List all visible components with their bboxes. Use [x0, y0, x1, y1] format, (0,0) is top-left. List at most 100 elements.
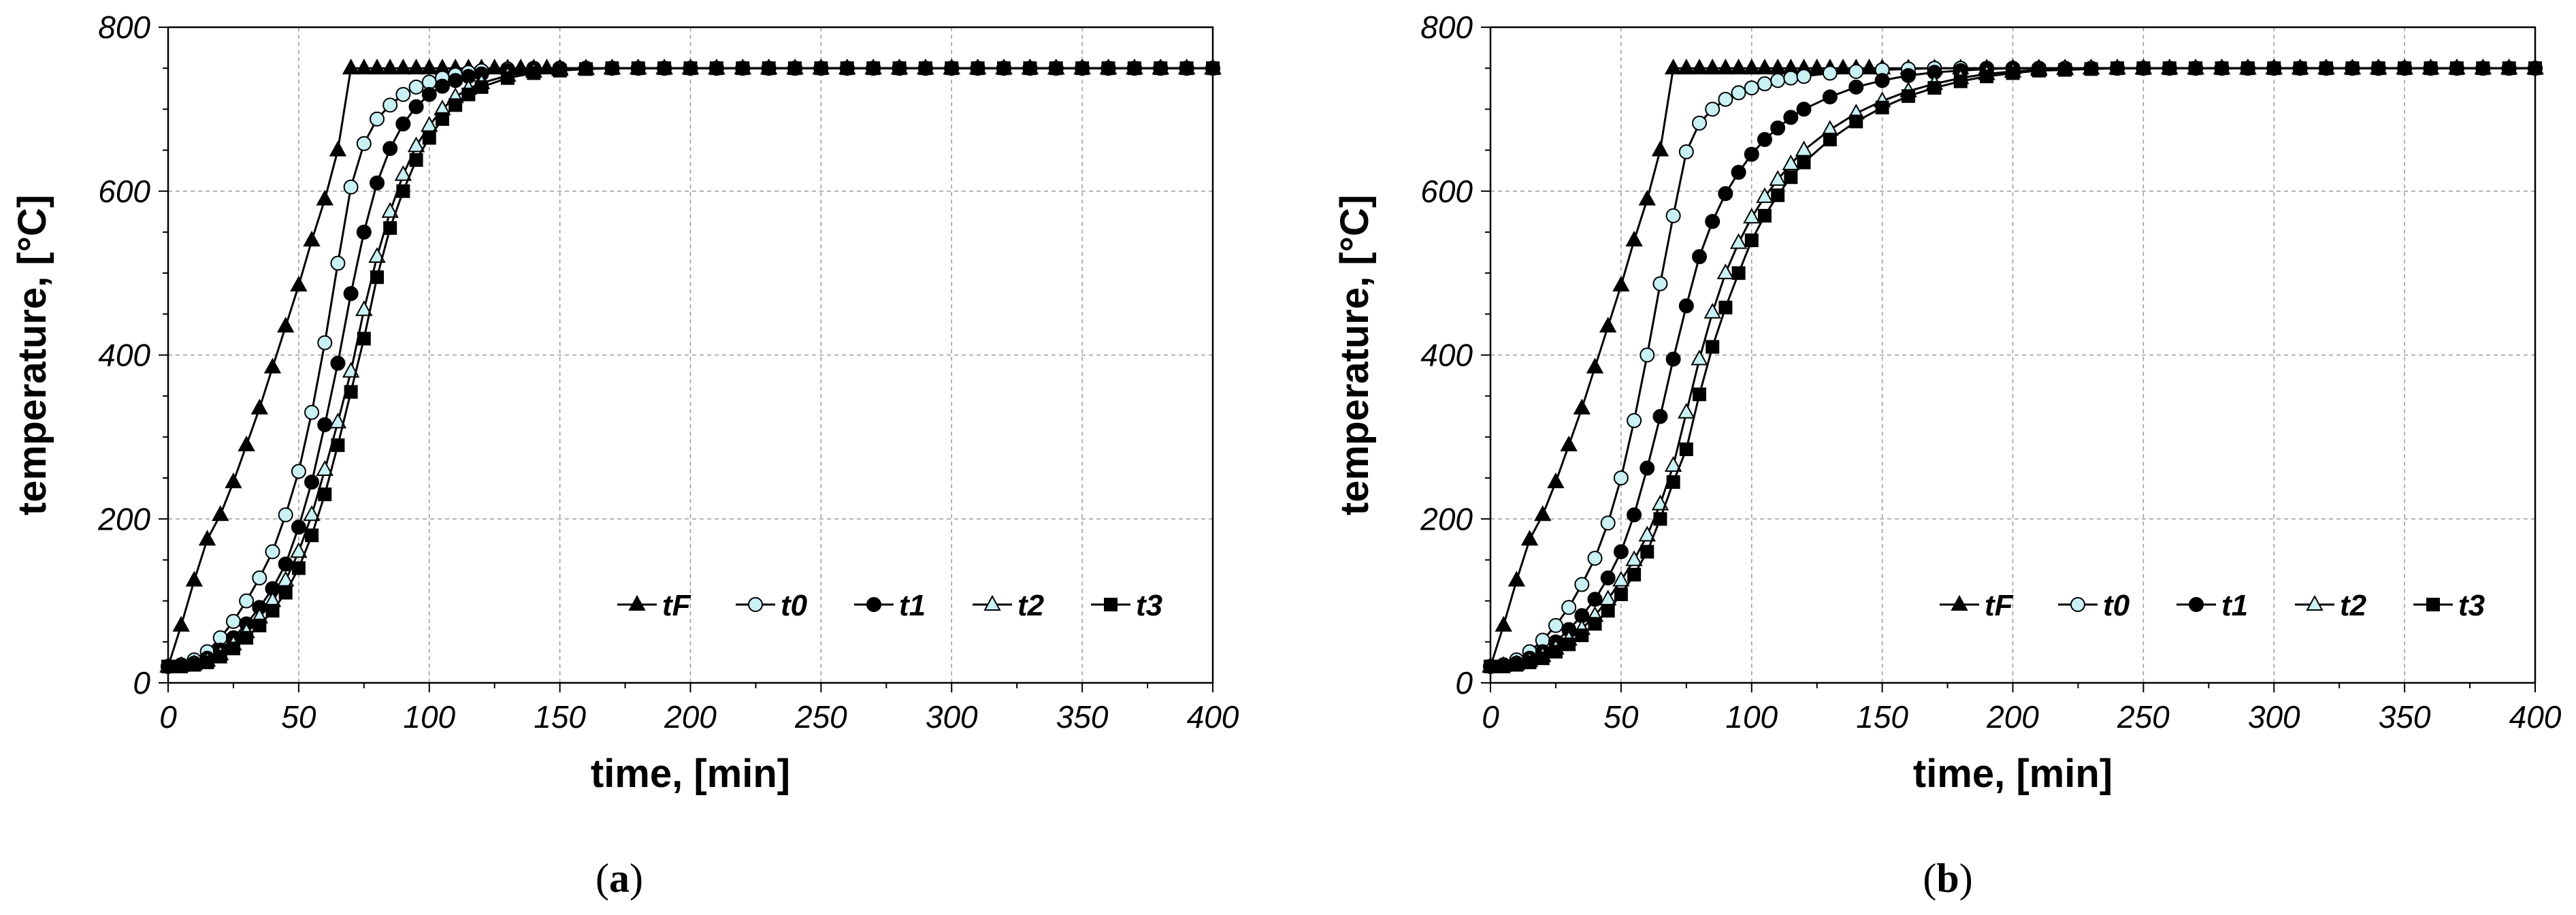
data-point-t3	[945, 61, 959, 76]
data-point-t3	[1127, 61, 1141, 76]
data-point-t0	[1561, 600, 1577, 615]
data-point-t3	[213, 649, 227, 664]
data-point-t3	[762, 61, 776, 76]
data-point-t3	[2319, 61, 2333, 76]
data-point-t3	[840, 61, 854, 76]
data-point-t3	[1679, 442, 1693, 456]
panel-label-letter: a	[609, 856, 630, 901]
data-point-t3	[1484, 659, 1497, 673]
data-point-t3	[1562, 637, 1576, 652]
legend-label: t2	[1017, 589, 1045, 622]
data-point-t3	[1075, 61, 1090, 76]
y-axis-title: temperature, [°C]	[10, 195, 54, 515]
data-point-t2	[421, 116, 438, 132]
data-point-t3	[2476, 61, 2490, 76]
data-point-t3	[1049, 61, 1063, 76]
data-point-t3	[788, 61, 802, 76]
legend-marker	[2306, 594, 2324, 611]
data-point-tF	[1691, 59, 1708, 75]
data-point-t1	[370, 175, 385, 191]
data-point-tF	[368, 59, 386, 75]
data-point-t3	[435, 112, 449, 126]
data-point-t3	[1588, 617, 1602, 631]
data-point-t3	[1731, 266, 1746, 280]
y-tick-label: 400	[1420, 338, 1473, 373]
data-point-t1	[448, 73, 463, 89]
data-point-t0	[1665, 208, 1681, 223]
x-axis-title: time, [min]	[1913, 752, 2113, 796]
data-point-tF	[316, 189, 333, 206]
data-point-t2	[1769, 170, 1787, 186]
data-point-t1	[291, 519, 306, 535]
data-point-tF	[185, 571, 203, 587]
data-point-t3	[1548, 645, 1563, 659]
data-point-t0	[291, 464, 306, 479]
y-tick-label: 0	[133, 665, 150, 701]
data-point-t3	[1627, 568, 1642, 582]
data-point-t3	[1980, 69, 1994, 84]
data-point-t3	[174, 659, 189, 673]
data-point-t3	[1693, 387, 1706, 402]
data-point-t2	[1612, 571, 1630, 587]
x-tick-label: 50	[281, 699, 316, 735]
plot-frame	[1489, 26, 2537, 684]
data-point-t2	[329, 413, 347, 429]
data-point-t3	[2215, 61, 2229, 76]
legend-label: t3	[2458, 589, 2485, 622]
data-point-t0	[1548, 617, 1563, 633]
legend-item-t1: t1	[2176, 589, 2248, 622]
legend-item-t3: t3	[1091, 589, 1162, 622]
data-point-t3	[892, 61, 907, 76]
data-point-t3	[278, 585, 293, 600]
plot-frame	[167, 26, 1214, 684]
data-point-t3	[1179, 61, 1194, 76]
data-point-t2	[355, 300, 373, 317]
data-point-t3	[2528, 61, 2542, 76]
data-point-t3	[344, 385, 358, 399]
data-point-t1	[395, 116, 411, 132]
data-point-t3	[1757, 208, 1772, 223]
legend-item-tF: tF	[617, 589, 691, 622]
data-point-t0	[1718, 91, 1733, 107]
data-point-t1	[1731, 165, 1746, 180]
legend-label: t0	[781, 589, 808, 622]
data-point-t2	[368, 246, 386, 263]
data-point-t3	[383, 221, 397, 235]
legend-label: t1	[2221, 589, 2248, 622]
data-point-t0	[395, 86, 411, 102]
data-point-tF	[1743, 59, 1761, 75]
data-point-t3	[1771, 188, 1785, 202]
data-point-tF	[1651, 140, 1669, 157]
data-point-t3	[1706, 340, 1720, 354]
data-point-t3	[736, 61, 750, 76]
x-tick-label: 350	[2379, 699, 2431, 735]
data-point-t3	[2240, 61, 2255, 76]
data-point-t3	[1154, 61, 1168, 76]
data-point-tF	[1612, 276, 1630, 292]
data-point-t3	[1206, 61, 1220, 76]
data-point-t3	[1575, 628, 1589, 643]
legend-marker	[1951, 594, 1968, 611]
y-tick-label: 800	[1420, 10, 1473, 45]
data-point-t3	[2449, 61, 2464, 76]
data-point-tF	[1599, 317, 1617, 333]
data-point-t2	[1625, 550, 1643, 566]
legend-marker	[2070, 597, 2085, 612]
data-point-t3	[971, 61, 985, 76]
data-point-t0	[1744, 80, 1759, 96]
data-point-t0	[1783, 70, 1799, 86]
legend-item-t2: t2	[2295, 589, 2367, 622]
data-point-t0	[225, 613, 241, 629]
data-point-t1	[1822, 89, 1838, 105]
data-point-t3	[605, 61, 619, 76]
panel-label: (a)	[596, 856, 643, 901]
chart-panel-b: 0 200 400 600 800 0 50 100 150 200 250 300 350 400 tim…	[1333, 10, 2562, 901]
data-point-t1	[317, 417, 333, 432]
data-point-tF	[1756, 59, 1774, 75]
data-point-t3	[553, 63, 567, 78]
legend-marker	[983, 594, 1001, 611]
data-point-t3	[226, 641, 240, 656]
data-point-t1	[330, 355, 346, 371]
data-point-t3	[318, 487, 332, 502]
